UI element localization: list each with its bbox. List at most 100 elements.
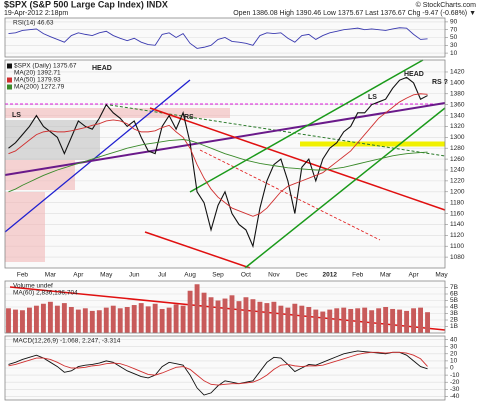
x-tick-label: Dec xyxy=(296,272,308,279)
series-line xyxy=(8,93,428,217)
shade xyxy=(5,108,230,118)
panel-frame xyxy=(4,335,446,401)
bar xyxy=(145,306,151,333)
y-tick-label: -40 xyxy=(450,393,460,400)
bar xyxy=(13,309,18,333)
y-tick-label: 30 xyxy=(450,343,458,350)
bar xyxy=(271,301,277,333)
y-tick-label: 1280 xyxy=(450,145,465,152)
bar xyxy=(369,310,375,333)
bar xyxy=(257,301,263,333)
series-line xyxy=(8,350,428,396)
panel-title: MACD(12,26,9) -1.068, 2.247, -3.314 xyxy=(13,338,121,345)
x-tick-label: Mar xyxy=(45,272,57,279)
x-tick-label: Apr xyxy=(409,272,420,279)
y-tick-label: 1260 xyxy=(450,156,465,163)
y-tick-label: 4B xyxy=(450,304,458,311)
y-tick-label: 1080 xyxy=(450,254,465,261)
bar xyxy=(341,307,347,333)
bar xyxy=(75,309,81,333)
x-tick-label: Aug xyxy=(184,272,196,279)
y-tick-label: 5B xyxy=(450,297,458,304)
legend-swatch xyxy=(7,77,12,83)
trendline xyxy=(144,231,251,269)
x-tick-label: May xyxy=(100,272,113,279)
y-tick-label: 10 xyxy=(450,50,458,57)
y-tick-label: 30 xyxy=(450,42,458,49)
y-tick-label: 7B xyxy=(450,284,458,291)
panel-subtitle: MA(60) 2,836,136,704 xyxy=(13,290,78,297)
bar xyxy=(376,308,382,333)
y-tick-label: -10 xyxy=(450,372,460,379)
bar xyxy=(355,308,361,333)
y-tick-label: -20 xyxy=(450,379,460,386)
x-tick-label: Jul xyxy=(158,272,167,279)
x-tick-label: 2012 xyxy=(323,272,338,279)
bar xyxy=(222,298,228,333)
bar xyxy=(208,297,214,333)
bar xyxy=(103,307,109,333)
bar xyxy=(348,308,354,333)
bar xyxy=(320,311,326,333)
y-tick-label: 1420 xyxy=(450,69,465,76)
bar xyxy=(215,300,221,333)
trendline xyxy=(189,59,424,193)
y-tick-label: 50 xyxy=(450,34,458,41)
series-line xyxy=(8,76,428,249)
bar xyxy=(117,308,123,333)
panel-frame xyxy=(4,17,446,58)
legend-label: $SPX (Daily) 1375.67 xyxy=(14,63,77,70)
annotation: RS ? xyxy=(432,79,448,86)
y-tick-label: 1380 xyxy=(450,90,465,97)
y-tick-label: 1B xyxy=(450,323,458,330)
y-tick-label: -30 xyxy=(450,386,460,393)
bar xyxy=(201,292,207,333)
x-tick-label: Feb xyxy=(352,272,364,279)
panel-frame xyxy=(4,59,446,269)
annotation: HEAD xyxy=(404,71,424,78)
series-line xyxy=(8,351,428,386)
bar xyxy=(166,307,172,333)
bar xyxy=(96,310,102,333)
legend-label: MA(20) 1392.71 xyxy=(14,70,61,77)
annotation: LS xyxy=(368,94,377,101)
bar xyxy=(236,301,242,333)
bar xyxy=(173,304,179,333)
bar xyxy=(27,307,32,333)
bar xyxy=(6,308,11,333)
bar xyxy=(404,310,410,333)
bar xyxy=(54,305,60,333)
shade xyxy=(5,120,100,160)
bar xyxy=(131,305,137,333)
y-tick-label: 2B xyxy=(450,317,458,324)
legend-label: MA(200) 1272.79 xyxy=(14,84,65,91)
panel-title: Volume undef xyxy=(13,283,53,290)
annotation: HEAD xyxy=(92,65,112,72)
y-tick-label: 40 xyxy=(450,336,458,343)
bar xyxy=(187,290,193,333)
x-tick-label: Sep xyxy=(212,272,224,279)
quote: Open 1386.08 High 1390.46 Low 1375.67 La… xyxy=(233,10,476,17)
bar xyxy=(425,312,430,333)
y-tick-label: 3B xyxy=(450,310,458,317)
bar xyxy=(243,297,249,333)
y-tick-label: 1180 xyxy=(450,199,464,206)
bar xyxy=(278,305,284,333)
y-tick-label: 0 xyxy=(450,365,454,372)
bar xyxy=(138,303,144,333)
legend-label: MA(50) 1379.93 xyxy=(14,77,61,84)
chart-title: $SPX (S&P 500 Large Cap Index) INDX xyxy=(4,0,168,9)
trendline xyxy=(149,107,446,211)
x-tick-label: Apr xyxy=(73,272,84,279)
trendline xyxy=(4,79,191,233)
bar xyxy=(418,307,423,333)
bar xyxy=(20,310,25,333)
bar xyxy=(47,301,53,333)
x-tick-label: Mar xyxy=(380,272,392,279)
bar xyxy=(411,308,417,333)
bar xyxy=(194,284,200,333)
date: 19-Apr-2012 2:18pm xyxy=(4,10,68,17)
bar xyxy=(285,307,291,333)
bar xyxy=(110,305,116,333)
